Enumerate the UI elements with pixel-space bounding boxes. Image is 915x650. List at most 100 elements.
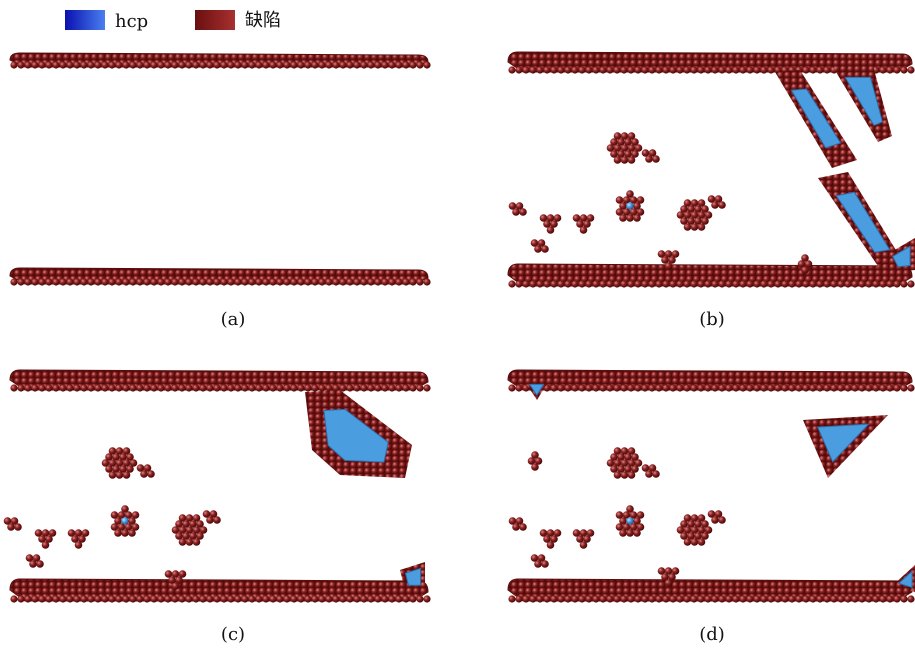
- atom: [718, 280, 725, 287]
- atom: [599, 280, 606, 287]
- atom: [711, 66, 718, 73]
- atom: [550, 66, 557, 73]
- panel-label: (a): [221, 309, 246, 330]
- atom: [536, 595, 543, 602]
- atom: [669, 66, 676, 73]
- atom: [690, 280, 697, 287]
- atom: [283, 384, 290, 391]
- atom: [38, 278, 45, 285]
- atom: [634, 595, 641, 602]
- atom: [830, 384, 837, 391]
- atom: [900, 66, 907, 73]
- atom: [512, 208, 520, 216]
- atom: [725, 384, 732, 391]
- atom: [416, 384, 423, 391]
- atom: [837, 280, 844, 287]
- atom: [213, 595, 220, 602]
- atom: [36, 560, 44, 568]
- atom: [255, 384, 262, 391]
- atom: [276, 384, 283, 391]
- atom: [171, 595, 178, 602]
- atom: [143, 384, 150, 391]
- legend-label: hcp: [115, 11, 148, 32]
- atom: [136, 61, 143, 68]
- atom: [641, 595, 648, 602]
- atom: [31, 61, 38, 68]
- atom: [339, 61, 346, 68]
- atom: [150, 278, 157, 285]
- atom: [14, 523, 22, 531]
- atom: [290, 384, 297, 391]
- atom: [101, 384, 108, 391]
- atom: [732, 280, 739, 287]
- atom: [665, 262, 673, 270]
- atom: [830, 595, 837, 602]
- atom: [353, 61, 360, 68]
- atom: [550, 384, 557, 391]
- atom: [94, 61, 101, 68]
- atom: [621, 156, 629, 164]
- atom: [571, 384, 578, 391]
- atom: [73, 278, 80, 285]
- atom: [767, 384, 774, 391]
- atom: [87, 278, 94, 285]
- atom: [164, 384, 171, 391]
- atom: [164, 278, 171, 285]
- atom: [248, 384, 255, 391]
- atom: [684, 538, 692, 546]
- atom: [739, 595, 746, 602]
- atom: [388, 384, 395, 391]
- atom: [613, 280, 620, 287]
- atom: [367, 61, 374, 68]
- atom: [746, 595, 753, 602]
- atom: [416, 61, 423, 68]
- atom: [599, 595, 606, 602]
- atom: [66, 61, 73, 68]
- atom: [648, 384, 655, 391]
- atom: [108, 384, 115, 391]
- atom: [114, 529, 122, 537]
- atom: [121, 529, 129, 537]
- atom: [522, 66, 529, 73]
- atom: [150, 61, 157, 68]
- atom: [109, 471, 117, 479]
- atom: [234, 278, 241, 285]
- atom: [381, 278, 388, 285]
- atom: [690, 384, 697, 391]
- atom: [606, 384, 613, 391]
- atom: [402, 384, 409, 391]
- atom: [10, 61, 17, 68]
- atom: [38, 384, 45, 391]
- atom: [718, 516, 726, 524]
- panel-label: (c): [221, 624, 245, 645]
- atom: [760, 280, 767, 287]
- atom: [760, 66, 767, 73]
- atom: [283, 278, 290, 285]
- atom: [248, 61, 255, 68]
- atom: [45, 384, 52, 391]
- atom: [781, 280, 788, 287]
- atom: [123, 471, 131, 479]
- atom: [508, 280, 515, 287]
- atom: [529, 595, 536, 602]
- atom: [241, 61, 248, 68]
- atom: [241, 278, 248, 285]
- atom: [564, 66, 571, 73]
- atom: [872, 384, 879, 391]
- atom: [115, 278, 122, 285]
- atom: [907, 66, 914, 73]
- atom: [150, 384, 157, 391]
- atom: [297, 595, 304, 602]
- atom: [311, 595, 318, 602]
- atom: [697, 280, 704, 287]
- atom: [557, 384, 564, 391]
- legend-swatch: [65, 10, 105, 30]
- atom: [227, 278, 234, 285]
- atom: [753, 280, 760, 287]
- atom: [179, 538, 187, 546]
- atom: [704, 595, 711, 602]
- atom: [907, 384, 914, 391]
- atom: [613, 66, 620, 73]
- atom: [648, 66, 655, 73]
- atom: [367, 384, 374, 391]
